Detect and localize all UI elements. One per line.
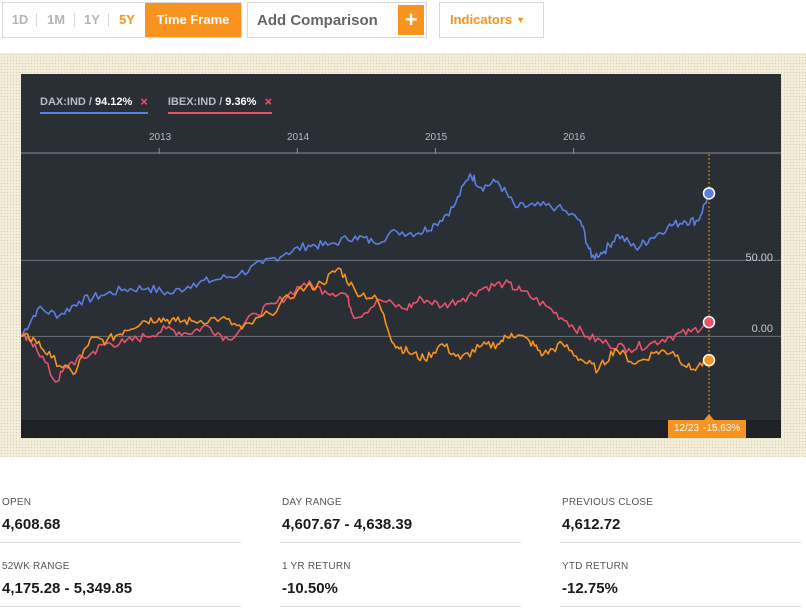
y-tick-label: 0.00: [751, 323, 773, 335]
indicators-dropdown[interactable]: Indicators ▼: [439, 2, 544, 38]
stat-previous-close: PREVIOUS CLOSE 4,612.72: [560, 497, 801, 543]
stat-1yr-return: 1 YR RETURN -10.50%: [280, 561, 521, 607]
stat-value: 4,607.67 - 4,638.39: [282, 516, 413, 533]
price-chart[interactable]: DAX:IND / 94.12% × IBEX:IND / 9.36% × 20…: [21, 74, 781, 438]
indicators-label: Indicators: [450, 12, 513, 27]
stat-value: -12.75%: [562, 580, 618, 597]
stat-open: OPEN 4,608.68: [0, 497, 241, 543]
x-tick-label: 2015: [425, 132, 448, 143]
endpoint-marker-daxind: [702, 187, 716, 200]
remove-dax-icon[interactable]: ×: [140, 94, 148, 109]
chart-toolbar: 1D 1M 1Y 5Y Time Frame + Indicators▼: [0, 0, 806, 40]
chart-timeline-bar: [21, 420, 781, 438]
chart-legend: DAX:IND / 94.12% × IBEX:IND / 9.36% ×: [40, 94, 292, 114]
add-comparison-input[interactable]: [248, 3, 398, 37]
chart-container: DAX:IND / 94.12% × IBEX:IND / 9.36% × 20…: [0, 53, 806, 457]
chart-plot: [21, 148, 781, 420]
legend-dax-name: DAX:IND /: [40, 95, 92, 108]
stat-value: 4,608.68: [2, 516, 61, 533]
stat-label: PREVIOUS CLOSE: [562, 497, 654, 508]
stat-value: 4,175.28 - 5,349.85: [2, 580, 133, 597]
add-comparison-box: +: [247, 2, 427, 38]
stat-label: YTD RETURN: [562, 561, 629, 572]
caret-down-icon: ▼: [516, 15, 526, 25]
stat-ytd-return: YTD RETURN -12.75%: [560, 561, 801, 607]
series-line-ibexind: [21, 279, 710, 383]
legend-item-ibex: IBEX:IND / 9.36% ×: [167, 94, 273, 114]
range-1y-button[interactable]: 1Y: [75, 3, 109, 37]
add-comparison-plus-icon[interactable]: +: [398, 5, 424, 35]
hover-value: -15.63%: [703, 423, 741, 434]
stat-value: -10.50%: [282, 580, 338, 597]
y-tick-label: 50.00: [745, 252, 773, 264]
range-selector: 1D 1M 1Y 5Y Time Frame: [2, 2, 242, 38]
range-1m-button[interactable]: 1M: [37, 3, 75, 37]
legend-item-dax: DAX:IND / 94.12% ×: [40, 94, 148, 114]
range-1d-button[interactable]: 1D: [3, 3, 37, 37]
legend-dax-value: 94.12%: [94, 95, 133, 108]
endpoint-marker-main: [702, 353, 716, 367]
hover-date: 12/23: [674, 423, 700, 434]
stat-day-range: DAY RANGE 4,607.67 - 4,638.39: [280, 497, 521, 543]
series-line-main: [21, 267, 710, 376]
time-frame-button[interactable]: Time Frame: [145, 3, 241, 37]
x-tick-label: 2013: [149, 132, 172, 143]
stat-label: DAY RANGE: [282, 497, 342, 508]
stat-52wk-range: 52WK RANGE 4,175.28 - 5,349.85: [0, 561, 241, 607]
stat-label: OPEN: [2, 497, 32, 508]
remove-ibex-icon[interactable]: ×: [264, 94, 273, 109]
stat-label: 1 YR RETURN: [282, 561, 351, 572]
hover-date-tag: 12/23 -15.63%: [668, 420, 747, 438]
series-line-daxind: [21, 173, 710, 337]
legend-ibex-value: 9.36%: [225, 95, 257, 108]
x-tick-label: 2014: [287, 132, 310, 143]
stat-label: 52WK RANGE: [2, 561, 70, 572]
legend-ibex-name: IBEX:IND /: [167, 95, 223, 108]
endpoint-marker-ibexind: [702, 315, 716, 329]
stat-value: 4,612.72: [562, 516, 621, 533]
hover-pointer: [704, 414, 714, 420]
x-tick-label: 2016: [563, 132, 586, 143]
range-5y-button[interactable]: 5Y: [119, 12, 135, 27]
